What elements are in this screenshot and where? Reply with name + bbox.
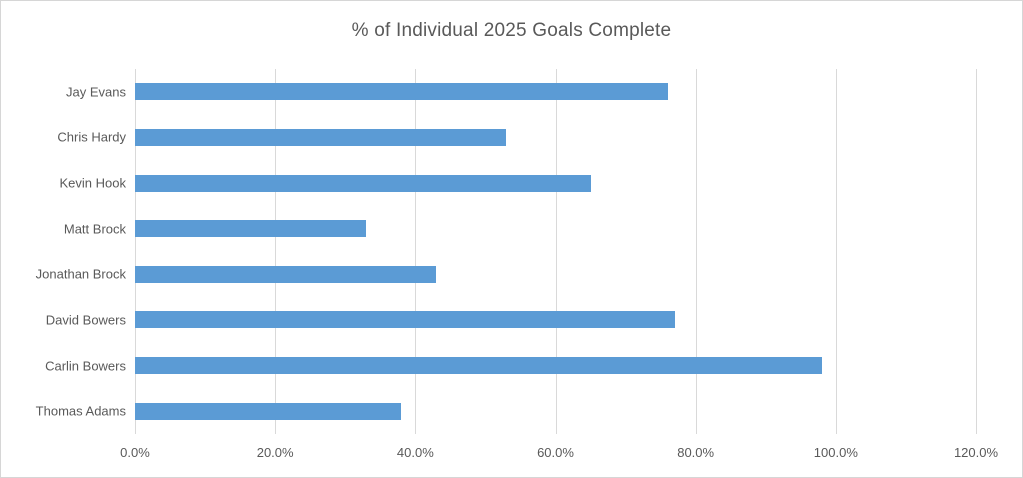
plot-area <box>135 69 977 434</box>
x-axis-tick-label: 40.0% <box>396 445 434 460</box>
y-axis-category-label: Jonathan Brock <box>35 266 126 282</box>
bar-jonathan-brock <box>135 265 437 283</box>
x-axis-labels: 0.0% 20.0% 40.0% 60.0% 80.0% 100.0% 120.0% <box>120 445 998 465</box>
x-axis-tick-label: 100.0% <box>813 445 858 460</box>
bar-carlin-bowers <box>135 357 822 375</box>
y-axis-category-label: Thomas Adams <box>35 403 126 419</box>
bar-jay-evans <box>135 83 668 101</box>
gridline <box>135 69 136 434</box>
x-axis-tick-label: 0.0% <box>120 445 150 460</box>
gridline <box>555 69 557 434</box>
chart-title: % of Individual 2025 Goals Complete <box>351 20 672 41</box>
gridline <box>835 69 837 434</box>
gridline <box>976 69 977 434</box>
y-axis-category-label: Carlin Bowers <box>45 358 126 374</box>
bar-thomas-adams <box>135 402 402 420</box>
x-axis-tick-label: 20.0% <box>256 445 294 460</box>
y-axis-category-label: Jay Evans <box>66 84 126 100</box>
y-axis-category-label: David Bowers <box>45 312 126 328</box>
gridline <box>275 69 277 434</box>
bar-matt-brock <box>135 220 367 238</box>
y-axis-category-label: Kevin Hook <box>59 175 126 191</box>
bar-david-bowers <box>135 311 675 329</box>
y-axis-labels: Jay Evans Chris Hardy Kevin Hook Matt Brock… <box>1 69 126 434</box>
x-axis-tick-label: 120.0% <box>953 445 999 460</box>
bar-chris-hardy <box>135 128 507 146</box>
y-axis-category-label: Chris Hardy <box>57 129 126 145</box>
y-axis-category-label: Matt Brock <box>63 221 126 237</box>
gridline <box>415 69 417 434</box>
x-axis-tick-label: 60.0% <box>537 445 574 460</box>
bar-kevin-hook <box>135 174 591 192</box>
gridline <box>695 69 697 434</box>
x-axis-tick-label: 80.0% <box>677 445 715 460</box>
